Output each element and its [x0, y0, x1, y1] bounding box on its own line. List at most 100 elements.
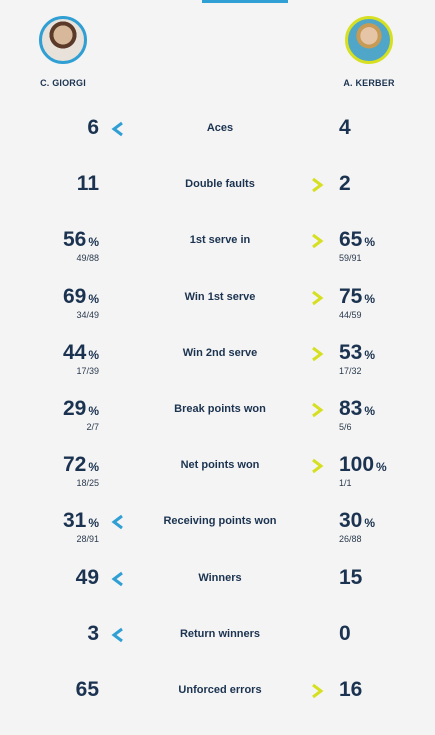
stat-label: Receiving points won — [163, 515, 277, 527]
stat-row: 44% 17/39 53% 17/32 Win 2nd serve — [0, 342, 435, 398]
stat-row: 65 16 Unforced errors — [0, 679, 435, 735]
stat-right-number: 4 — [339, 116, 351, 139]
stat-left-value: 56% — [63, 229, 99, 253]
chevron-right-icon — [309, 683, 325, 699]
percent-sign: % — [376, 460, 387, 474]
stat-label: Break points won — [174, 403, 266, 415]
stat-left-value: 3 — [87, 623, 99, 645]
top-tab-indicator — [202, 0, 288, 3]
stat-right-number: 100 — [339, 453, 375, 476]
stat-left-value: 44% — [63, 342, 99, 366]
stat-right-value: 30% — [339, 510, 375, 534]
stat-left-value: 69% — [63, 286, 99, 310]
stat-label: Unforced errors — [178, 684, 262, 696]
percent-sign: % — [364, 348, 376, 362]
stat-right-number: 83 — [339, 397, 363, 420]
stat-row: 11 2 Double faults — [0, 173, 435, 229]
chevron-right-icon — [309, 346, 325, 362]
percent-sign: % — [88, 404, 99, 418]
stat-left-fraction: 34/49 — [76, 310, 99, 320]
stat-right-value: 83% — [339, 398, 375, 422]
stat-row: 69% 34/49 75% 44/59 Win 1st serve — [0, 286, 435, 342]
stat-left-number: 44 — [62, 341, 87, 364]
stat-right-value: 65% — [339, 229, 375, 253]
stat-right-number: 15 — [339, 566, 363, 589]
stat-row: 29% 2/7 83% 5/6 Break points won — [0, 398, 435, 454]
player-name: C. GIORGI — [40, 78, 86, 88]
stat-right-value: 4 — [339, 117, 351, 139]
stat-right-fraction: 59/91 — [339, 253, 362, 263]
stat-right-number: 30 — [339, 509, 363, 532]
stat-label: Return winners — [179, 628, 261, 640]
player-name: A. KERBER — [343, 78, 395, 88]
stat-left-number: 49 — [75, 566, 99, 589]
percent-sign: % — [88, 516, 99, 530]
percent-sign: % — [88, 348, 99, 362]
chevron-left-icon — [110, 627, 126, 643]
percent-sign: % — [88, 460, 99, 474]
stat-left-number: 72 — [62, 453, 87, 476]
stat-right-value: 2 — [339, 173, 351, 195]
stat-right-value: 53% — [339, 342, 375, 366]
stat-right-number: 65 — [339, 228, 363, 251]
stat-left-fraction: 28/91 — [76, 534, 99, 544]
stat-right-fraction: 17/32 — [339, 366, 362, 376]
stat-row: 3 0 Return winners — [0, 623, 435, 679]
stat-left-number: 6 — [87, 116, 99, 139]
player-left: C. GIORGI — [18, 16, 108, 88]
stat-right-fraction: 44/59 — [339, 310, 362, 320]
stat-left-number: 3 — [87, 622, 99, 645]
chevron-left-icon — [110, 571, 126, 587]
stat-left-number: 11 — [76, 172, 99, 195]
stat-left-number: 69 — [62, 285, 87, 308]
stat-left-fraction: 49/88 — [76, 253, 99, 263]
stat-right-number: 2 — [339, 172, 351, 195]
stat-row: 31% 28/91 30% 26/88 Receiving points won — [0, 510, 435, 566]
percent-sign: % — [364, 235, 376, 249]
percent-sign: % — [364, 404, 376, 418]
stat-left-value: 6 — [87, 117, 99, 139]
stat-left-value: 31% — [63, 510, 99, 534]
chevron-right-icon — [309, 233, 325, 249]
stat-label: Net points won — [180, 459, 260, 471]
chevron-right-icon — [309, 177, 325, 193]
chevron-right-icon — [309, 290, 325, 306]
stat-row: 72% 18/25 100% 1/1 Net points won — [0, 454, 435, 510]
stat-right-value: 0 — [339, 623, 351, 645]
stat-left-number: 65 — [75, 678, 99, 701]
stat-left-number: 31 — [62, 509, 87, 532]
stat-row: 56% 49/88 65% 59/91 1st serve in — [0, 229, 435, 285]
stat-left-value: 65 — [76, 679, 99, 701]
stat-label: Win 2nd serve — [182, 347, 258, 359]
avatar — [39, 16, 87, 64]
stat-label: Double faults — [185, 178, 255, 190]
stat-left-value: 29% — [63, 398, 99, 422]
stat-right-number: 0 — [339, 622, 351, 645]
stat-left-fraction: 2/7 — [86, 422, 99, 432]
stat-label: 1st serve in — [189, 234, 251, 246]
stat-left-fraction: 18/25 — [76, 478, 99, 488]
stat-left-value: 11 — [77, 173, 99, 195]
stat-right-fraction: 1/1 — [339, 478, 352, 488]
stat-right-number: 75 — [339, 285, 363, 308]
player-right: A. KERBER — [324, 16, 414, 88]
stat-left-number: 56 — [62, 228, 87, 251]
percent-sign: % — [364, 292, 376, 306]
stat-right-fraction: 26/88 — [339, 534, 362, 544]
chevron-right-icon — [309, 458, 325, 474]
percent-sign: % — [88, 235, 99, 249]
stat-right-number: 16 — [339, 678, 363, 701]
stat-left-number: 29 — [62, 397, 87, 420]
stat-right-value: 75% — [339, 286, 375, 310]
stat-right-value: 100% — [339, 454, 387, 478]
chevron-left-icon — [110, 121, 126, 137]
stat-right-fraction: 5/6 — [339, 422, 352, 432]
stat-label: Winners — [198, 572, 242, 584]
stat-row: 6 4 Aces — [0, 117, 435, 173]
stat-row: 49 15 Winners — [0, 567, 435, 623]
stat-left-fraction: 17/39 — [76, 366, 99, 376]
stat-left-value: 49 — [76, 567, 99, 589]
stat-right-value: 16 — [339, 679, 362, 701]
chevron-left-icon — [110, 514, 126, 530]
stat-left-value: 72% — [63, 454, 99, 478]
